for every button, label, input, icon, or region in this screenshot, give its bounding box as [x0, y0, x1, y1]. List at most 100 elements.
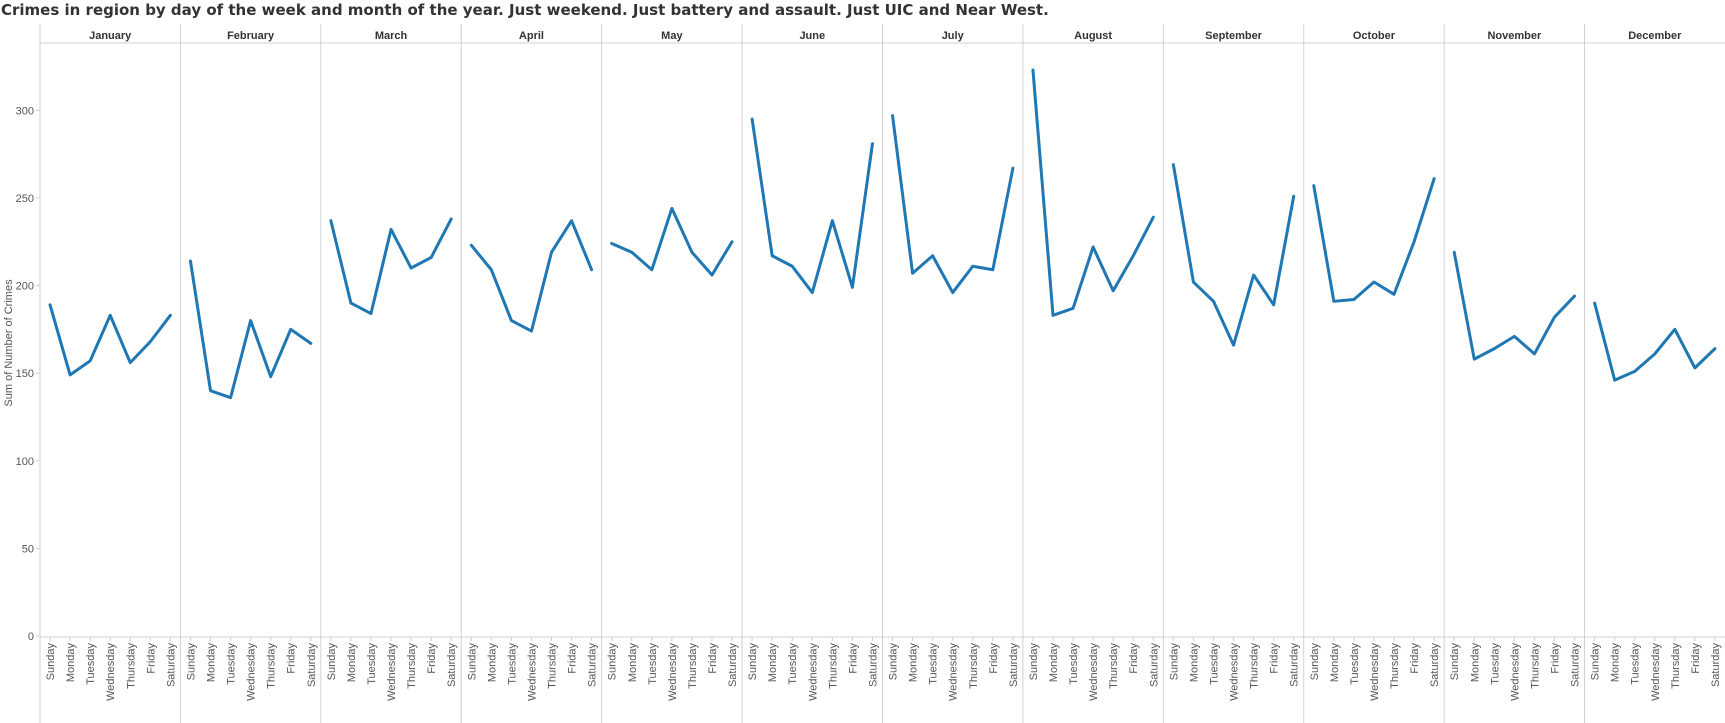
series-line-september	[1171, 163, 1296, 347]
y-axis: 0 50 100 150 200 250 300	[16, 105, 40, 643]
grid-lines	[39, 24, 1725, 723]
day-label-wednesday: Wednesday	[246, 643, 258, 701]
day-label-friday: Friday	[145, 643, 157, 674]
day-label-sunday: Sunday	[1449, 643, 1461, 681]
day-label-tuesday: Tuesday	[1630, 643, 1642, 685]
day-label-monday: Monday	[1048, 643, 1060, 683]
day-label-saturday: Saturday	[1289, 643, 1301, 688]
day-label-tuesday: Tuesday	[647, 643, 659, 685]
month-header-january: January	[89, 30, 132, 42]
day-label-wednesday: Wednesday	[105, 643, 117, 701]
day-label-thursday: Thursday	[1670, 643, 1682, 689]
day-label-tuesday: Tuesday	[85, 643, 97, 685]
day-label-friday: Friday	[1549, 643, 1561, 674]
day-label-friday: Friday	[286, 643, 298, 674]
day-label-monday: Monday	[1329, 643, 1341, 683]
day-label-saturday: Saturday	[727, 643, 739, 688]
series-line-november	[1452, 250, 1577, 361]
day-label-wednesday: Wednesday	[386, 643, 398, 701]
series-line-february	[188, 259, 313, 400]
day-label-wednesday: Wednesday	[948, 643, 960, 701]
day-label-tuesday: Tuesday	[1068, 643, 1080, 685]
day-label-wednesday: Wednesday	[807, 643, 819, 701]
day-label-friday: Friday	[707, 643, 719, 674]
day-label-friday: Friday	[426, 643, 438, 674]
day-label-saturday: Saturday	[306, 643, 318, 688]
day-label-wednesday: Wednesday	[1369, 643, 1381, 701]
y-tick-label: 0	[28, 631, 34, 643]
day-label-saturday: Saturday	[1148, 643, 1160, 688]
day-label-tuesday: Tuesday	[1489, 643, 1501, 685]
day-label-thursday: Thursday	[827, 643, 839, 689]
series-line-january	[48, 303, 172, 377]
day-label-thursday: Thursday	[1108, 643, 1120, 689]
day-label-saturday: Saturday	[446, 643, 458, 688]
day-label-thursday: Thursday	[687, 643, 699, 689]
day-label-wednesday: Wednesday	[526, 643, 538, 701]
day-label-tuesday: Tuesday	[1349, 643, 1361, 685]
day-label-tuesday: Tuesday	[506, 643, 518, 685]
day-label-monday: Monday	[627, 643, 639, 683]
month-header-november: November	[1487, 30, 1542, 42]
y-tick-label: 100	[16, 456, 34, 468]
y-tick-label: 250	[16, 193, 34, 205]
day-label-monday: Monday	[65, 643, 77, 683]
day-label-friday: Friday	[1269, 643, 1281, 674]
day-label-sunday: Sunday	[1590, 643, 1602, 681]
day-label-monday: Monday	[767, 643, 779, 683]
day-label-friday: Friday	[847, 643, 859, 674]
month-header-june: June	[799, 30, 825, 42]
day-label-thursday: Thursday	[406, 643, 418, 689]
day-label-tuesday: Tuesday	[787, 643, 799, 685]
series-line-july	[891, 114, 1015, 295]
day-label-sunday: Sunday	[607, 643, 619, 681]
day-label-saturday: Saturday	[1429, 643, 1441, 688]
y-tick-label: 50	[22, 543, 34, 555]
day-label-wednesday: Wednesday	[667, 643, 679, 701]
y-tick-label: 150	[16, 368, 34, 380]
day-label-sunday: Sunday	[1168, 643, 1180, 681]
series-line-may	[610, 206, 734, 277]
day-label-thursday: Thursday	[1249, 643, 1261, 689]
day-label-friday: Friday	[1690, 643, 1702, 674]
series-line-april	[469, 219, 594, 333]
day-label-monday: Monday	[1610, 643, 1622, 683]
month-header-february: February	[227, 30, 275, 42]
day-label-friday: Friday	[988, 643, 1000, 674]
day-label-monday: Monday	[486, 643, 498, 683]
month-header-december: December	[1628, 30, 1682, 42]
month-header-may: May	[661, 30, 683, 42]
day-label-tuesday: Tuesday	[1208, 643, 1220, 685]
series-line-march	[329, 217, 453, 316]
day-label-monday: Monday	[908, 643, 920, 683]
month-header-september: September	[1205, 30, 1263, 42]
day-label-wednesday: Wednesday	[1650, 643, 1662, 701]
day-label-sunday: Sunday	[1028, 643, 1040, 681]
day-label-thursday: Thursday	[1529, 643, 1541, 689]
day-label-monday: Monday	[206, 643, 218, 683]
day-label-saturday: Saturday	[1570, 643, 1582, 688]
day-label-wednesday: Wednesday	[1088, 643, 1100, 701]
day-label-saturday: Saturday	[165, 643, 177, 688]
day-label-tuesday: Tuesday	[226, 643, 238, 685]
series-line-december	[1593, 301, 1717, 382]
day-label-saturday: Saturday	[1710, 643, 1722, 688]
y-tick-label: 300	[16, 105, 34, 117]
series-lines	[48, 68, 1717, 400]
day-label-thursday: Thursday	[547, 643, 559, 689]
day-label-sunday: Sunday	[888, 643, 900, 681]
day-label-thursday: Thursday	[1389, 643, 1401, 689]
day-label-thursday: Thursday	[968, 643, 980, 689]
day-label-monday: Monday	[1188, 643, 1200, 683]
month-header-october: October	[1353, 30, 1396, 42]
month-headers: January February March April May June July Augu…	[89, 30, 1682, 42]
day-label-saturday: Saturday	[1008, 643, 1020, 688]
day-label-monday: Monday	[1469, 643, 1481, 683]
chart-title: Crimes in region by day of the week and …	[1, 1, 1049, 19]
day-label-thursday: Thursday	[125, 643, 137, 689]
month-header-july: July	[942, 30, 965, 42]
month-header-march: March	[375, 30, 408, 42]
series-line-june	[750, 117, 874, 295]
day-label-tuesday: Tuesday	[928, 643, 940, 685]
